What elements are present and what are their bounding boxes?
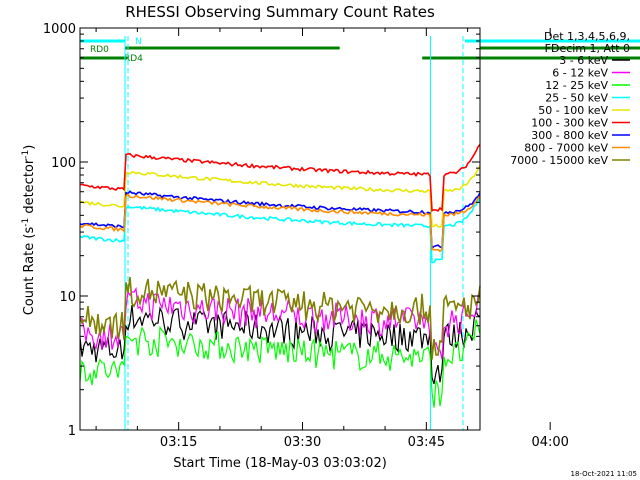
y-tick-label: 10: [59, 290, 76, 305]
chart-title: RHESSI Observing Summary Count Rates: [125, 3, 435, 21]
rd4-label: RD4: [124, 54, 143, 64]
timestamp: 18-Oct-2021 11:05: [571, 470, 637, 478]
series-line-2: [79, 286, 481, 360]
legend-label-7: 300 - 800 keV: [531, 129, 608, 142]
series-line-5: [79, 164, 481, 228]
series-line-8: [79, 193, 481, 253]
legend-label-8: 800 - 7000 keV: [524, 142, 608, 155]
x-tick-label: 03:15: [160, 435, 197, 450]
y-axis-label: Count Rate (s-1 detector-1): [21, 145, 37, 316]
legend-header-line-2: FDecim 1, Att 0: [545, 42, 630, 55]
legend-header-line-1: Det 1,3,4,5,6,9,: [544, 30, 630, 43]
x-tick-label: 04:00: [531, 435, 568, 450]
series-line-6: [79, 143, 481, 212]
y-tick-label: 100: [51, 156, 76, 171]
legend-label-4: 25 - 50 keV: [545, 92, 608, 105]
series-line-3: [79, 319, 481, 408]
rd0-label: RD0: [90, 45, 109, 55]
y-tick-label: 1000: [43, 22, 76, 37]
legend-label-2: 6 - 12 keV: [552, 67, 608, 80]
x-tick-label: 03:45: [408, 435, 445, 450]
x-tick-label: 03:30: [284, 435, 321, 450]
series-line-4: [79, 197, 481, 264]
legend-label-9: 7000 - 15000 keV: [510, 154, 608, 167]
plot-frame: [79, 27, 481, 431]
y-tick-label: 1: [68, 424, 76, 439]
legend-label-6: 100 - 300 keV: [531, 117, 608, 130]
legend-label-5: 50 - 100 keV: [538, 104, 608, 117]
series-line-7: [79, 190, 481, 250]
legend-label-3: 12 - 25 keV: [545, 79, 608, 92]
series-line-9: [79, 276, 481, 360]
night-label: N: [135, 37, 142, 47]
legend-label-1: 3 - 6 keV: [559, 54, 608, 67]
x-axis-label: Start Time (18-May-03 03:03:02): [173, 456, 387, 471]
